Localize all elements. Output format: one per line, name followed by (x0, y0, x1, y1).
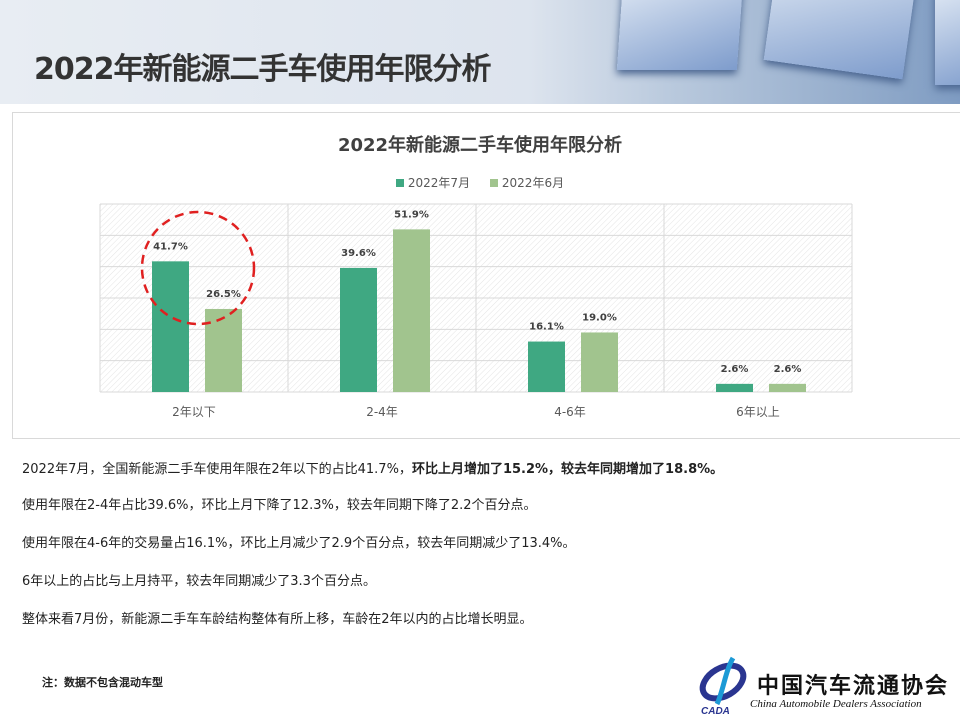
paragraph-text: 使用年限在2-4年占比39.6%，环比上月下降了12.3%，较去年同期下降了2.… (22, 498, 537, 513)
data-label: 51.9% (394, 209, 429, 220)
paragraph-highlight: 环比上月增加了15.2%，较去年同期增加了18.8%。 (411, 462, 724, 477)
paragraph-text: 整体来看7月份，新能源二手车车龄结构整体有所上移，车龄在2年以内的占比增长明显。 (22, 612, 533, 627)
svg-text:CADA: CADA (701, 706, 730, 716)
page-title: 2022年新能源二手车使用年限分析 (34, 52, 491, 87)
paragraph-text: 6年以上的占比与上月持平，较去年同期减少了3.3个百分点。 (22, 574, 376, 589)
data-label: 2.6% (721, 364, 749, 375)
logo-en: China Automobile Dealers Association (750, 698, 922, 710)
bar-jul (152, 261, 189, 392)
data-label: 26.5% (206, 289, 241, 300)
bar-jun (393, 229, 430, 392)
highlight-circle (140, 210, 256, 326)
footnote: 注：数据不包含混动车型 (42, 676, 163, 689)
summary-paragraph: 6年以上的占比与上月持平，较去年同期减少了3.3个百分点。 (22, 570, 376, 589)
data-label: 2.6% (774, 364, 802, 375)
chart-legend: 2022年7月 2022年6月 (0, 174, 960, 191)
x-tick-label: 6年以上 (736, 405, 780, 419)
legend-item-jul: 2022年7月 (395, 176, 471, 190)
legend-swatch (489, 179, 498, 187)
bar-jul (716, 383, 753, 392)
banner-cube (935, 0, 960, 85)
paragraph-text: 2022年7月，全国新能源二手车使用年限在2年以下的占比41.7%， (22, 462, 412, 477)
cada-emblem-icon: CADA (699, 656, 747, 716)
data-label: 16.1% (529, 322, 564, 333)
bar-jul (528, 341, 565, 392)
summary-paragraph: 使用年限在4-6年的交易量占16.1%，环比上月减少了2.9个百分点，较去年同期… (22, 532, 576, 551)
summary-paragraph: 使用年限在2-4年占比39.6%，环比上月下降了12.3%，较去年同期下降了2.… (22, 494, 537, 513)
summary-paragraph: 2022年7月，全国新能源二手车使用年限在2年以下的占比41.7%，环比上月增加… (22, 458, 723, 477)
legend-swatch (395, 179, 404, 187)
x-tick-label: 2-4年 (366, 405, 398, 419)
legend-item-jun: 2022年6月 (489, 176, 565, 190)
header-banner (0, 0, 960, 104)
paragraph-text: 使用年限在4-6年的交易量占16.1%，环比上月减少了2.9个百分点，较去年同期… (22, 536, 576, 551)
bar-jun (205, 308, 242, 392)
chart-title: 2022年新能源二手车使用年限分析 (337, 135, 623, 156)
x-tick-label: 2年以下 (172, 405, 216, 419)
cada-logo: CADA 中国汽车流通协会 China Automobile Dealers A… (695, 652, 955, 716)
logo-cn: 中国汽车流通协会 (757, 673, 950, 699)
bar-jun (581, 332, 618, 392)
legend-label: 2022年7月 (407, 176, 471, 190)
summary-paragraph: 整体来看7月份，新能源二手车车龄结构整体有所上移，车龄在2年以内的占比增长明显。 (22, 608, 533, 627)
data-label: 41.7% (153, 241, 188, 252)
bar-jun (769, 383, 806, 392)
legend-label: 2022年6月 (501, 176, 565, 190)
x-tick-label: 4-6年 (554, 405, 586, 419)
bar-jul (340, 267, 377, 392)
data-label: 39.6% (341, 248, 376, 259)
data-label: 19.0% (582, 312, 617, 323)
